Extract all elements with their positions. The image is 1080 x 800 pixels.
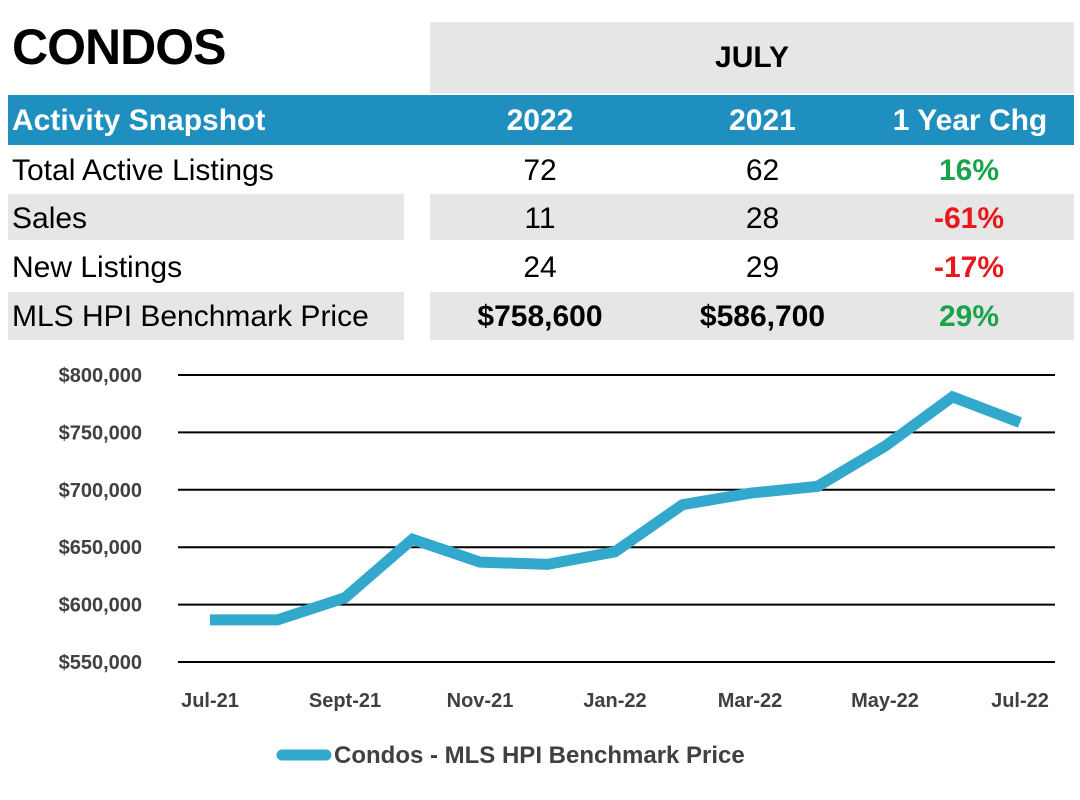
row-shade — [8, 194, 404, 240]
x-tick-label: Mar-22 — [718, 690, 782, 712]
month-header: JULY — [430, 22, 1074, 93]
data-point — [344, 597, 346, 599]
table-header: Activity Snapshot 2022 2021 1 Year Chg — [8, 95, 1074, 145]
header-activity: Activity Snapshot — [12, 104, 266, 137]
row-label: Total Active Listings — [12, 154, 274, 187]
table-row: Sales 11 28 -61% — [0, 194, 1080, 242]
x-axis-ticks: Jul-21 Sept-21 Nov-21 Jan-22 Mar-22 May-22 Jul… — [181, 690, 1049, 712]
y-tick-label: $600,000 — [59, 595, 142, 617]
line-chart: $550,000 $600,000 $650,000 $700,000 $750,000… — [59, 365, 1055, 769]
data-point — [547, 563, 548, 565]
data-point — [682, 504, 683, 506]
y-tick-label: $700,000 — [59, 480, 142, 502]
legend-label: Condos - MLS HPI Benchmark Price — [334, 742, 745, 769]
y-tick-label: $800,000 — [59, 365, 142, 387]
header-2022: 2022 — [506, 104, 574, 137]
value-2022: $758,600 — [477, 300, 603, 333]
x-tick-label: Nov-21 — [447, 690, 514, 712]
row-shade — [8, 292, 404, 340]
header-2021: 2021 — [729, 104, 796, 137]
table-row: New Listings 24 29 -17% — [0, 243, 1080, 291]
series-line — [210, 390, 1022, 626]
page-title: CONDOS — [12, 19, 226, 75]
data-point — [749, 492, 751, 494]
row-shade — [430, 292, 1074, 340]
value-2021: 62 — [745, 154, 780, 187]
value-2022: 72 — [523, 154, 557, 187]
data-point — [884, 445, 886, 447]
value-2022: 24 — [523, 251, 557, 284]
header-change: 1 Year Chg — [892, 104, 1048, 137]
y-tick-label: $550,000 — [59, 652, 142, 674]
value-2021: 28 — [745, 202, 780, 235]
y-axis-ticks: $550,000 $600,000 $650,000 $700,000 $750,000… — [59, 365, 142, 674]
y-tick-label: $650,000 — [59, 537, 142, 559]
value-2022: 11 — [524, 202, 556, 235]
row-label: Sales — [12, 202, 88, 235]
y-tick-label: $750,000 — [59, 422, 142, 444]
change-value: 16% — [938, 154, 1000, 187]
data-point — [479, 561, 481, 563]
value-2021: $586,700 — [699, 300, 826, 333]
data-point — [614, 551, 616, 553]
change-value: -17% — [933, 251, 1005, 284]
table-row: Total Active Listings 72 62 16% — [0, 146, 1080, 194]
data-point — [412, 538, 413, 540]
month-label: JULY — [715, 40, 789, 74]
x-tick-label: May-22 — [851, 690, 919, 712]
data-point — [1019, 422, 1021, 424]
row-label: New Listings — [12, 251, 183, 284]
table-row: MLS HPI Benchmark Price $758,600 $586,70… — [0, 292, 1080, 340]
data-point — [952, 396, 953, 398]
data-point — [277, 619, 278, 621]
data-point — [817, 485, 818, 487]
chart-legend: Condos - MLS HPI Benchmark Price — [276, 742, 745, 769]
data-point — [209, 619, 211, 621]
x-tick-label: Jul-22 — [991, 690, 1049, 712]
change-value: 29% — [938, 300, 1000, 333]
chart-series — [209, 390, 1022, 626]
x-tick-label: Jan-22 — [583, 690, 646, 712]
value-2021: 29 — [745, 251, 780, 284]
x-tick-label: Jul-21 — [181, 690, 239, 712]
change-value: -61% — [933, 202, 1005, 235]
row-label: MLS HPI Benchmark Price — [12, 300, 369, 333]
x-tick-label: Sept-21 — [309, 690, 381, 712]
row-shade — [430, 194, 1074, 240]
